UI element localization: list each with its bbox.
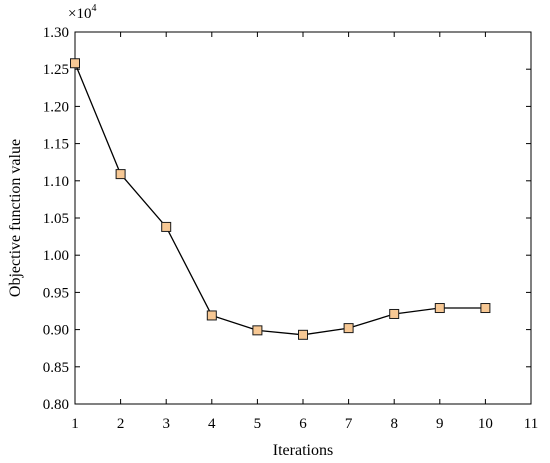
y-tick-label: 1.10 [43, 174, 69, 190]
data-point-marker [434, 303, 445, 314]
plot-area-frame [74, 31, 532, 405]
data-point-marker [70, 58, 80, 69]
x-tick-label: 11 [524, 416, 538, 432]
x-tick-label: 10 [478, 416, 493, 432]
y-axis-title: Objective function value [7, 139, 24, 297]
y-tick-label: 1.05 [43, 211, 69, 227]
x-tick-label: 9 [436, 416, 444, 432]
series-line [74, 63, 486, 336]
y-tick-label: 1.15 [43, 137, 69, 153]
x-axis-title: Iterations [273, 442, 333, 459]
data-point-marker [343, 323, 354, 334]
y-axis-ticks: 0.80 0.85 0.90 0.95 1.00 1.05 1.10 1.15 1.20 1.25… [43, 25, 531, 413]
x-tick-label: 8 [390, 416, 398, 432]
x-tick-label: 6 [299, 416, 307, 432]
x-tick-label: 5 [254, 416, 262, 432]
data-point-marker [298, 329, 308, 340]
y-tick-label: 0.90 [43, 323, 69, 339]
data-point-marker [252, 325, 263, 336]
x-tick-label: 2 [117, 416, 125, 432]
x-tick-label: 1 [71, 416, 79, 432]
series-layer [70, 58, 491, 340]
data-point-marker [389, 308, 400, 319]
y-tick-label: 0.85 [43, 360, 69, 376]
y-tick-label: 1.20 [43, 99, 69, 115]
data-point-marker [161, 221, 172, 232]
y-tick-label: 1.25 [43, 62, 69, 78]
y-tick-label: 0.80 [43, 397, 69, 413]
x-tick-label: 3 [162, 416, 170, 432]
data-point-marker [480, 303, 491, 314]
x-tick-label: 4 [208, 416, 216, 432]
y-tick-label: 1.30 [43, 25, 69, 41]
y-axis-multiplier-base: ×10 [68, 6, 91, 22]
y-axis-multiplier: ×104 [68, 3, 96, 22]
y-axis-multiplier-exponent: 4 [91, 3, 96, 14]
y-tick-label: 1.00 [43, 248, 69, 264]
y-tick-label: 0.95 [43, 285, 69, 301]
x-axis-ticks: 1 2 3 4 5 6 7 8 9 10 11 [71, 32, 538, 432]
data-point-marker [206, 310, 217, 321]
data-point-marker [115, 169, 126, 180]
x-tick-label: 7 [345, 416, 353, 432]
